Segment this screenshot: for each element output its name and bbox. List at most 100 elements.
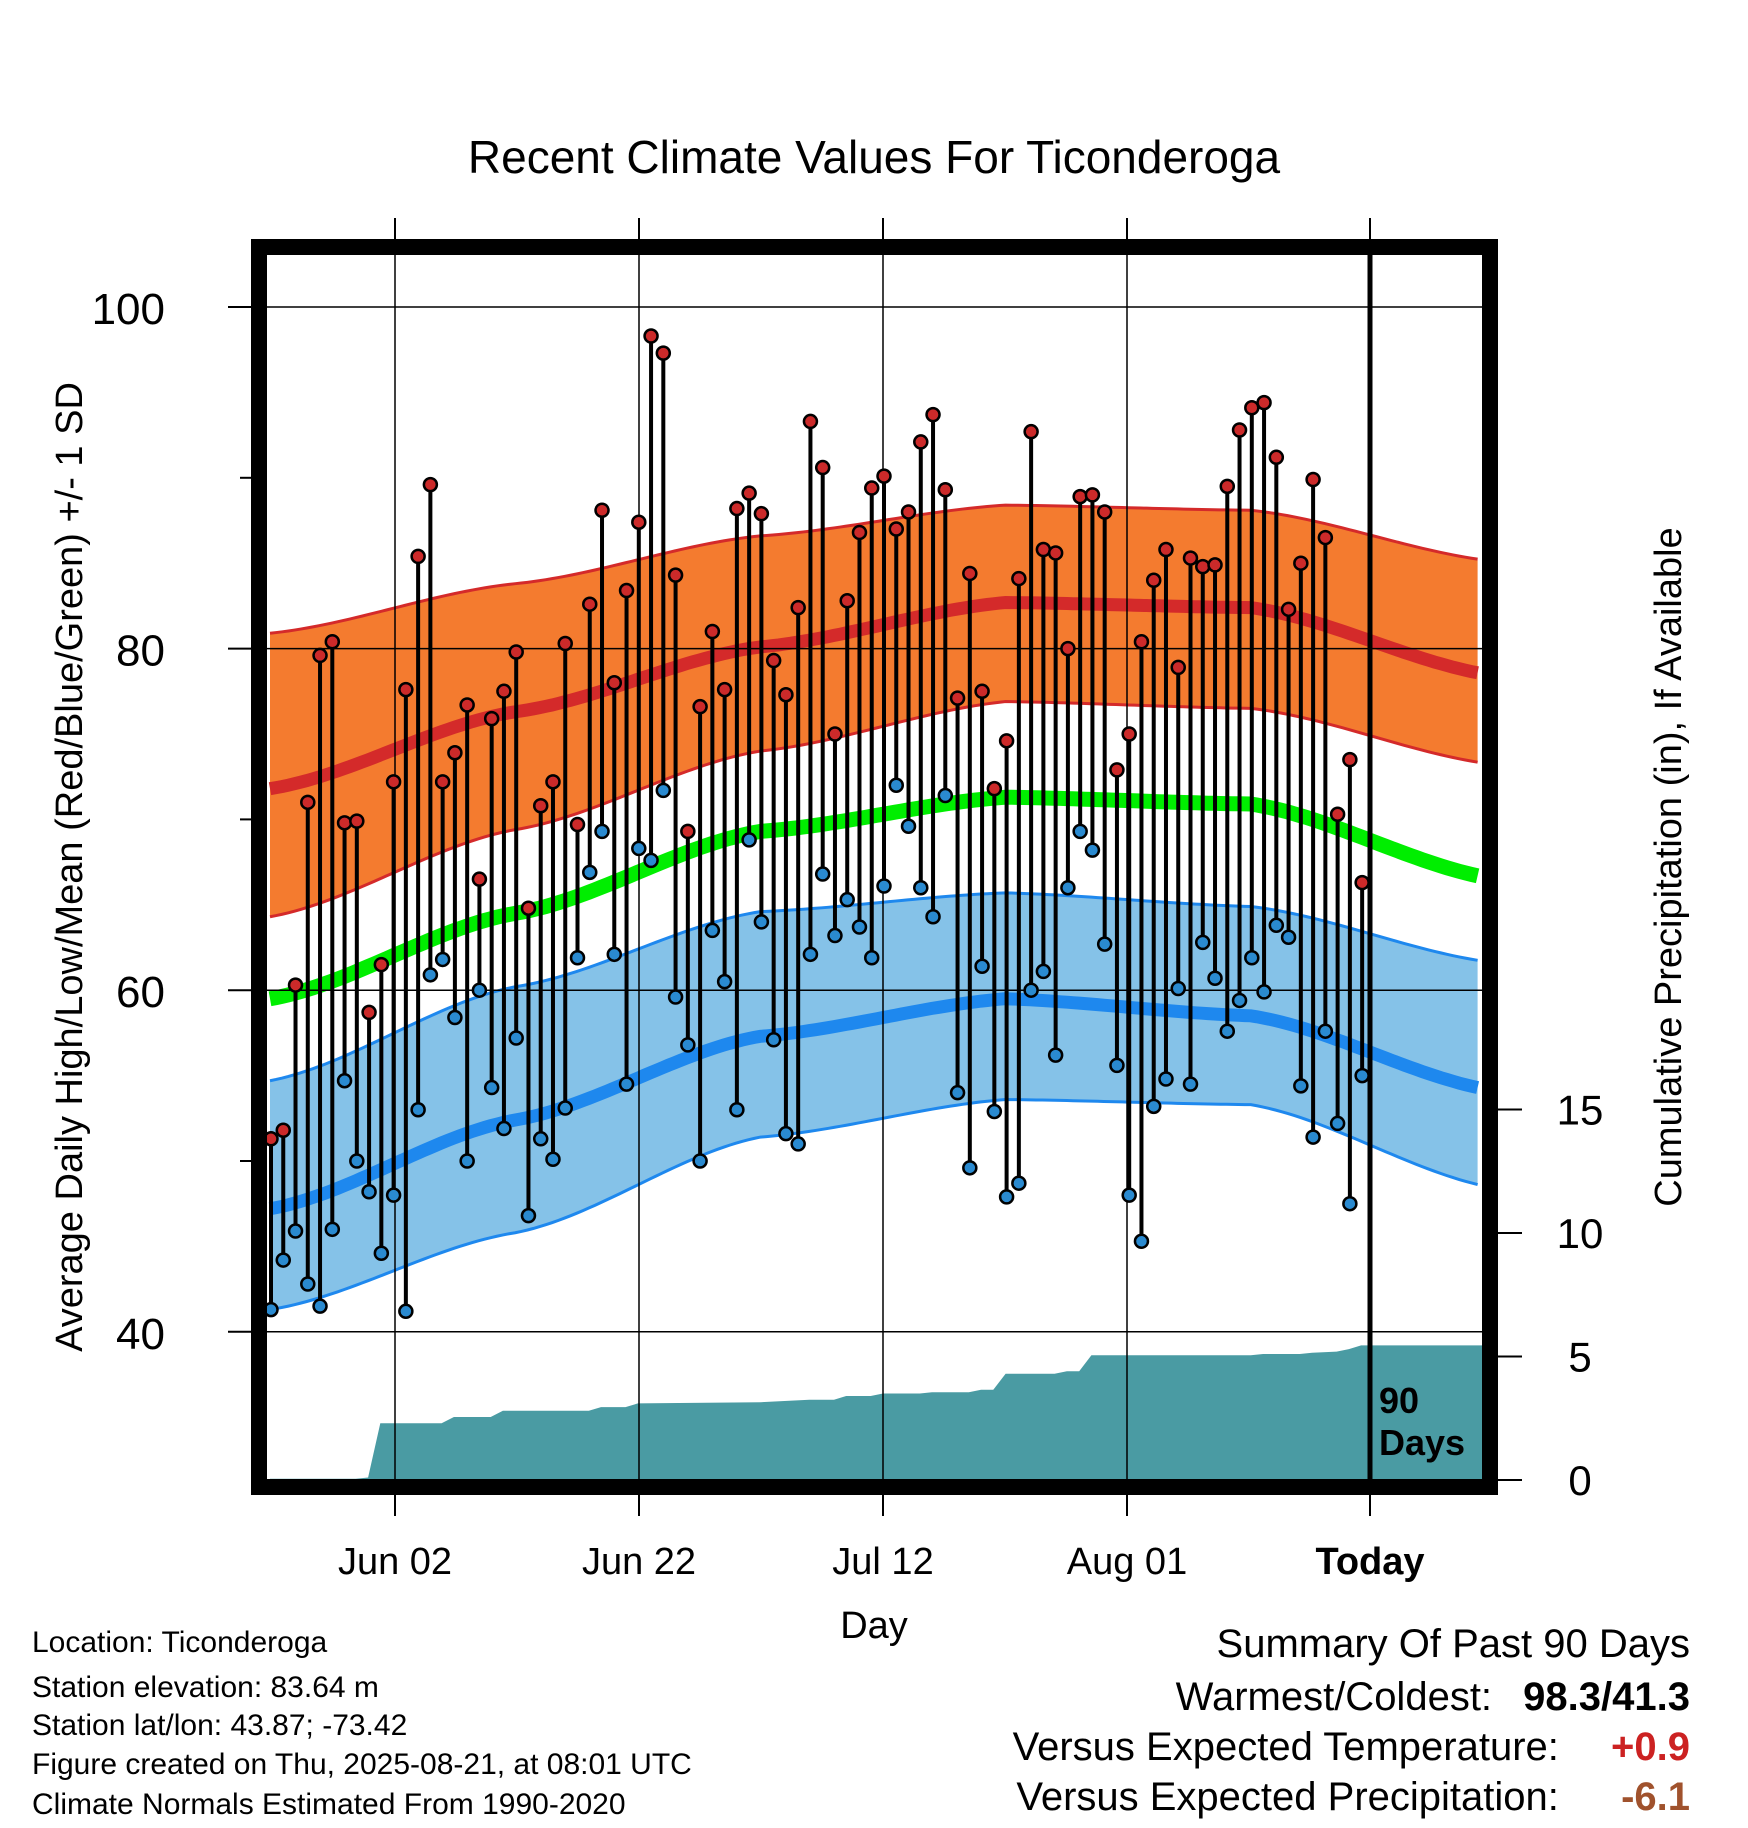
high-point-71 <box>1133 634 1150 650</box>
axis-ticks <box>228 218 1522 1516</box>
low-point-70 <box>1121 1187 1137 1203</box>
high-point-40 <box>753 505 770 522</box>
low-point-28 <box>606 946 623 963</box>
high-point-36 <box>704 623 721 640</box>
low-point-13 <box>422 967 439 983</box>
low-point-18 <box>483 1079 500 1096</box>
high-point-73 <box>1158 541 1174 558</box>
low-point-31 <box>643 852 659 869</box>
summary-title: Summary Of Past 90 Days <box>1216 1622 1690 1666</box>
high-point-27 <box>594 502 610 519</box>
low-point-55 <box>937 787 954 804</box>
low-point-85 <box>1305 1129 1321 1145</box>
high-point-9 <box>373 956 390 973</box>
high-point-48 <box>851 524 868 541</box>
low-point-74 <box>1170 980 1186 997</box>
high-point-5 <box>324 634 341 650</box>
low-point-48 <box>851 919 868 935</box>
low-point-22 <box>532 1131 549 1147</box>
high-point-33 <box>667 567 684 583</box>
high-point-31 <box>643 328 659 344</box>
high-point-81 <box>1256 394 1272 411</box>
high-point-85 <box>1305 471 1321 488</box>
high-point-11 <box>398 681 414 698</box>
y2-tick-label-3: 15 <box>1557 1087 1604 1134</box>
high-point-41 <box>765 652 782 669</box>
low-point-72 <box>1145 1098 1162 1115</box>
high-point-51 <box>888 521 905 537</box>
x-tick-label-2: Jul 12 <box>832 1541 933 1583</box>
summary-temp-value: +0.9 <box>1611 1725 1690 1769</box>
low-point-45 <box>814 866 831 882</box>
high-point-69 <box>1109 762 1125 778</box>
low-point-52 <box>900 818 917 834</box>
high-point-15 <box>447 745 463 761</box>
low-normal-band <box>270 892 1478 1310</box>
low-point-35 <box>692 1153 708 1169</box>
low-point-20 <box>508 1030 524 1046</box>
low-point-43 <box>790 1136 806 1152</box>
high-point-37 <box>716 681 733 698</box>
high-point-26 <box>582 596 598 612</box>
low-point-3 <box>300 1276 316 1292</box>
low-point-75 <box>1182 1076 1199 1092</box>
y2-tick-label-2: 10 <box>1557 1210 1604 1257</box>
low-point-17 <box>471 982 488 998</box>
low-point-64 <box>1047 1047 1064 1063</box>
low-point-9 <box>373 1245 390 1261</box>
low-point-47 <box>839 891 855 908</box>
high-point-65 <box>1060 640 1076 657</box>
low-point-71 <box>1133 1233 1150 1250</box>
low-point-34 <box>680 1037 696 1053</box>
high-point-4 <box>312 647 328 664</box>
low-point-77 <box>1207 970 1223 986</box>
low-point-2 <box>287 1223 304 1239</box>
low-point-12 <box>410 1102 426 1118</box>
low-point-81 <box>1256 984 1272 1000</box>
high-point-20 <box>508 644 524 660</box>
low-point-69 <box>1109 1057 1125 1074</box>
low-point-21 <box>520 1207 537 1224</box>
low-point-25 <box>569 949 586 966</box>
high-point-64 <box>1047 545 1064 561</box>
y2-tick-label-1: 5 <box>1568 1334 1591 1381</box>
high-point-7 <box>349 813 365 829</box>
high-point-57 <box>962 565 978 582</box>
high-point-78 <box>1219 478 1236 495</box>
high-point-74 <box>1170 659 1186 676</box>
low-point-84 <box>1293 1078 1309 1094</box>
low-point-42 <box>778 1125 794 1142</box>
low-point-56 <box>949 1084 966 1101</box>
high-point-12 <box>410 548 426 565</box>
low-point-86 <box>1317 1023 1334 1039</box>
high-point-6 <box>336 815 353 831</box>
summary-warm-cold-value: 98.3/41.3 <box>1523 1675 1690 1719</box>
low-point-41 <box>765 1031 782 1048</box>
x-axis-label: Day <box>840 1605 908 1647</box>
high-point-24 <box>557 635 573 652</box>
high-point-3 <box>300 794 316 811</box>
y-tick-label-0: 40 <box>116 1310 165 1359</box>
y-tick-label-2: 80 <box>116 627 165 676</box>
low-point-73 <box>1158 1071 1174 1087</box>
low-point-23 <box>545 1151 561 1168</box>
high-point-32 <box>655 345 672 361</box>
low-point-80 <box>1244 949 1260 966</box>
info-created: Figure created on Thu, 2025-08-21, at 08… <box>32 1748 692 1781</box>
low-point-27 <box>594 823 610 840</box>
high-point-67 <box>1084 487 1101 503</box>
high-point-47 <box>839 593 855 609</box>
low-point-37 <box>716 973 733 990</box>
high-point-44 <box>802 413 819 430</box>
high-point-2 <box>287 977 304 993</box>
high-point-83 <box>1280 601 1297 618</box>
low-point-62 <box>1023 982 1039 998</box>
x-tick-label-1: Jun 22 <box>582 1541 696 1583</box>
high-point-28 <box>606 675 623 691</box>
high-point-72 <box>1145 572 1162 589</box>
high-point-29 <box>618 582 635 599</box>
low-point-58 <box>974 958 990 975</box>
daily-points <box>263 328 1370 1320</box>
low-normal-line <box>268 992 1480 1216</box>
